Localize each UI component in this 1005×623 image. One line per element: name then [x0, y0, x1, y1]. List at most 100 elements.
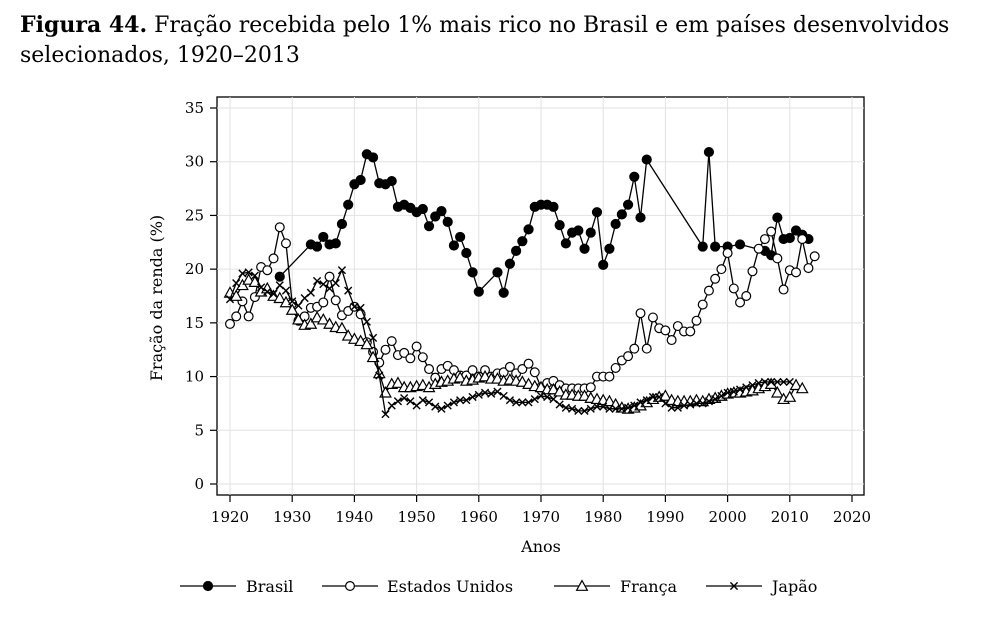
data-point — [281, 286, 291, 295]
data-point — [598, 259, 609, 270]
data-point — [473, 286, 484, 297]
data-point — [580, 406, 589, 416]
data-point — [574, 406, 583, 416]
data-point — [386, 175, 397, 187]
data-point — [318, 297, 329, 308]
data-point — [686, 400, 695, 409]
data-point — [468, 392, 477, 402]
data-point — [323, 317, 336, 329]
data-point — [337, 266, 347, 275]
data-point — [424, 398, 434, 407]
data-point — [723, 388, 732, 397]
data-point — [691, 315, 702, 326]
data-point — [512, 398, 521, 407]
data-point — [417, 352, 428, 363]
data-point — [393, 397, 403, 406]
x-tick-label: 1960 — [460, 508, 498, 526]
data-point — [306, 288, 315, 297]
data-point — [748, 381, 757, 390]
data-point — [610, 362, 621, 373]
data-point — [553, 384, 567, 397]
data-point — [391, 376, 405, 388]
data-point — [474, 390, 483, 399]
figure-caption: Figura 44. Fração recebida pelo 1% mais … — [20, 10, 995, 71]
legend-item: Brasil — [180, 577, 293, 596]
y-tick-label: 0 — [194, 475, 204, 493]
data-point — [263, 287, 272, 296]
data-point — [523, 224, 534, 235]
data-point — [354, 334, 368, 347]
data-point — [697, 299, 708, 310]
data-point — [250, 271, 259, 280]
data-point — [554, 219, 565, 231]
data-point — [274, 222, 285, 233]
data-point — [604, 243, 615, 254]
data-point — [629, 171, 640, 182]
data-point — [735, 297, 746, 308]
data-point — [499, 391, 508, 401]
data-point — [436, 206, 447, 217]
data-point — [381, 410, 390, 419]
data-point — [274, 271, 285, 282]
data-point — [498, 287, 509, 298]
data-point — [548, 201, 559, 212]
data-point — [232, 279, 241, 288]
data-point — [703, 285, 714, 296]
data-point — [418, 396, 427, 405]
data-point — [617, 404, 626, 413]
legend-marker — [202, 580, 214, 592]
data-point — [362, 317, 371, 326]
legend-marker — [575, 579, 589, 591]
data-point — [599, 402, 608, 411]
x-tick-label: 1930 — [273, 508, 311, 526]
legend-marker — [345, 580, 356, 591]
legend-marker — [729, 581, 739, 591]
data-point — [238, 269, 247, 278]
y-tick-label: 35 — [185, 99, 204, 117]
data-point — [784, 232, 795, 244]
data-point — [423, 221, 435, 232]
data-point — [225, 295, 235, 304]
data-point — [424, 364, 435, 375]
data-point — [685, 326, 696, 337]
figure-label: Figura 44. — [20, 12, 148, 38]
data-point — [647, 312, 658, 323]
data-point — [504, 361, 515, 372]
data-point — [399, 347, 410, 358]
y-tick-label: 5 — [194, 421, 204, 439]
data-point — [319, 280, 328, 289]
data-point — [330, 238, 341, 249]
data-point — [716, 264, 727, 275]
data-point — [443, 401, 452, 410]
data-point — [356, 303, 365, 312]
data-point — [262, 265, 273, 276]
data-point — [697, 241, 708, 252]
series-brasil — [274, 146, 814, 298]
data-point — [703, 146, 715, 158]
data-point — [579, 243, 590, 254]
data-point — [778, 284, 789, 295]
data-point — [461, 247, 472, 259]
data-point — [336, 218, 348, 230]
data-point — [759, 234, 770, 245]
data-point — [453, 371, 467, 383]
x-axis-title: Anos — [520, 537, 561, 556]
data-point — [462, 396, 471, 405]
data-point — [698, 399, 707, 408]
data-point — [330, 295, 341, 306]
data-point — [455, 231, 466, 243]
data-point — [529, 367, 540, 378]
data-point — [592, 402, 602, 411]
data-point — [667, 403, 676, 412]
data-point — [779, 377, 788, 387]
data-point — [616, 209, 627, 220]
data-point — [605, 404, 614, 413]
data-point — [405, 353, 416, 364]
data-point — [517, 236, 528, 247]
data-point — [561, 403, 570, 412]
data-point — [350, 302, 359, 311]
data-point — [304, 317, 318, 329]
data-point — [257, 283, 266, 292]
data-point — [341, 329, 355, 341]
